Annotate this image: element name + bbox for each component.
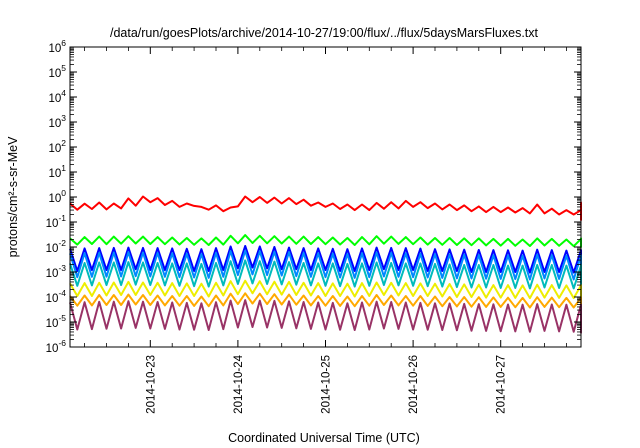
- y-tick-label: 10-6: [46, 338, 67, 355]
- x-tick-label: 2014-10-26: [408, 355, 420, 414]
- x-tick-label: 2014-10-23: [145, 355, 157, 414]
- y-tick-label: 10-5: [46, 313, 67, 330]
- x-tick-label: 2014-10-25: [321, 355, 333, 414]
- y-tick-label: 10-1: [46, 213, 67, 230]
- y-axis-label: protons/cm²-s-sr-MeV: [6, 136, 20, 258]
- chart-title: /data/run/goesPlots/archive/2014-10-27/1…: [110, 26, 539, 40]
- y-tick-label: 10-4: [46, 288, 67, 305]
- y-axis: 10-6 10-5 10-4 10-3 10-2 10-1 100 101 102 103 104 1…: [46, 38, 581, 355]
- y-tick-label: 100: [48, 188, 66, 205]
- y-tick-label: 101: [48, 163, 66, 180]
- y-tick-label: 103: [48, 113, 66, 130]
- y-tick-label: 106: [48, 38, 66, 55]
- y-tick-label: 10-2: [46, 238, 67, 255]
- x-tick-label: 2014-10-24: [233, 354, 245, 413]
- x-tick-label: 2014-10-27: [496, 355, 508, 414]
- y-tick-label: 10-3: [46, 263, 67, 280]
- plot-content: [69, 195, 582, 334]
- y-tick-label: 104: [48, 88, 66, 105]
- y-tick-label: 105: [48, 63, 66, 80]
- x-axis-label: Coordinated Universal Time (UTC): [228, 431, 420, 445]
- series-line-2: [69, 234, 582, 248]
- x-axis: 2014-10-23 2014-10-24 2014-10-25 2014-10-26…: [84, 47, 567, 414]
- series-line-1: [69, 195, 582, 221]
- y-tick-label: 102: [48, 138, 66, 155]
